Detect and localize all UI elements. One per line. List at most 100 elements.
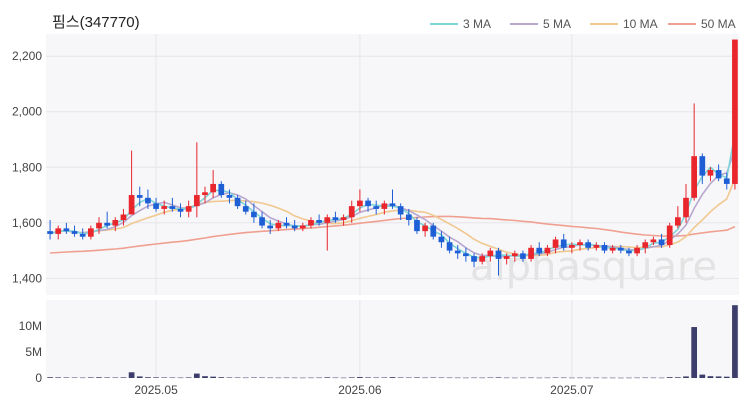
candle-body [422,225,428,232]
volume-bar [332,377,339,379]
volume-bar [218,377,225,378]
volume-bar [234,377,241,379]
volume-bar [348,377,355,378]
volume-bar [699,374,706,378]
candle-body [193,195,200,207]
volume-bar [120,377,127,378]
candle-body [381,203,388,209]
volume-tick-label: 0 [35,371,42,385]
candle-body [520,253,526,259]
volume-bar [324,377,331,378]
price-plot-area [46,34,739,295]
candle-body [528,247,534,259]
candle-body [234,197,241,207]
volume-bar [55,377,62,378]
legend-label: 50 MA [701,17,736,31]
candle-body [324,217,331,223]
volume-bar [454,377,461,379]
price-tick-label: 1,800 [12,160,42,174]
volume-bar [446,377,453,379]
candle-body [96,222,102,229]
volume-bar [145,377,151,378]
watermark: alphasquare [470,244,717,290]
candle-body [79,233,86,237]
candle-body [357,200,363,207]
volume-bar [707,376,714,378]
candle-body [373,206,380,209]
candle-body [479,256,486,262]
volume-bar [414,377,420,378]
volume-bar [112,377,119,379]
candle-body [707,170,714,176]
candle-body [430,225,437,237]
volume-bar [316,377,322,379]
candle-body [650,239,657,243]
date-tick-label: 2025.06 [338,383,382,397]
candle-body [536,247,543,254]
candle-body [626,250,632,254]
candle-body [552,239,559,248]
candle-body [560,239,567,248]
candle-body [161,206,168,209]
volume-bar [658,377,665,379]
candle-body [577,242,583,246]
volume-bar [650,377,657,379]
volume-bar [128,372,135,378]
volume-bar [308,377,314,379]
candle-body [169,206,176,209]
candle-body [617,247,624,251]
candle-body [454,250,461,254]
volume-bar [487,377,494,379]
volume-bar [732,305,738,378]
candle-body [544,247,551,254]
volume-bar [593,377,600,379]
volume-bar [674,377,681,378]
candle-body [634,247,640,254]
candle-body [104,222,111,226]
volume-bar [666,377,673,378]
legend-label: 10 MA [623,17,658,31]
volume-bar [634,377,640,379]
candle-body [71,231,78,234]
volume-bar [136,376,143,378]
candle-body [136,195,143,198]
volume-bar [520,377,526,379]
candle-body [471,256,477,262]
candle-body [511,253,518,257]
volume-bar [267,377,274,379]
price-tick-label: 2,000 [12,105,42,119]
volume-bar [291,377,298,379]
candle-body [259,217,265,226]
volume-bar [71,377,78,379]
volume-bar [373,377,380,379]
candle-body [316,220,322,223]
volume-bar [47,377,53,378]
candle-body [495,250,502,259]
price-tick-label: 1,400 [12,271,42,285]
candle-body [87,228,94,237]
volume-bar [242,377,249,379]
candle-body [226,195,233,198]
volume-bar [495,377,502,378]
volume-bar [202,376,208,378]
volume-bar [422,377,428,379]
volume-bar [251,377,257,378]
volume-bar [389,377,396,378]
candle-body [210,183,216,193]
candle-body [308,220,314,226]
volume-bar [153,377,159,378]
volume-bar [642,377,649,379]
candle-body [593,245,600,248]
candle-body [153,203,159,209]
legend-label: 3 MA [463,17,491,31]
volume-bar [340,377,347,379]
volume-bar [226,377,233,378]
volume-tick-label: 5M [25,345,42,359]
candle-body [63,228,70,232]
candle-body [340,217,347,221]
date-tick-label: 2025.05 [134,383,178,397]
volume-bar [210,376,216,378]
volume-bar [552,377,559,379]
